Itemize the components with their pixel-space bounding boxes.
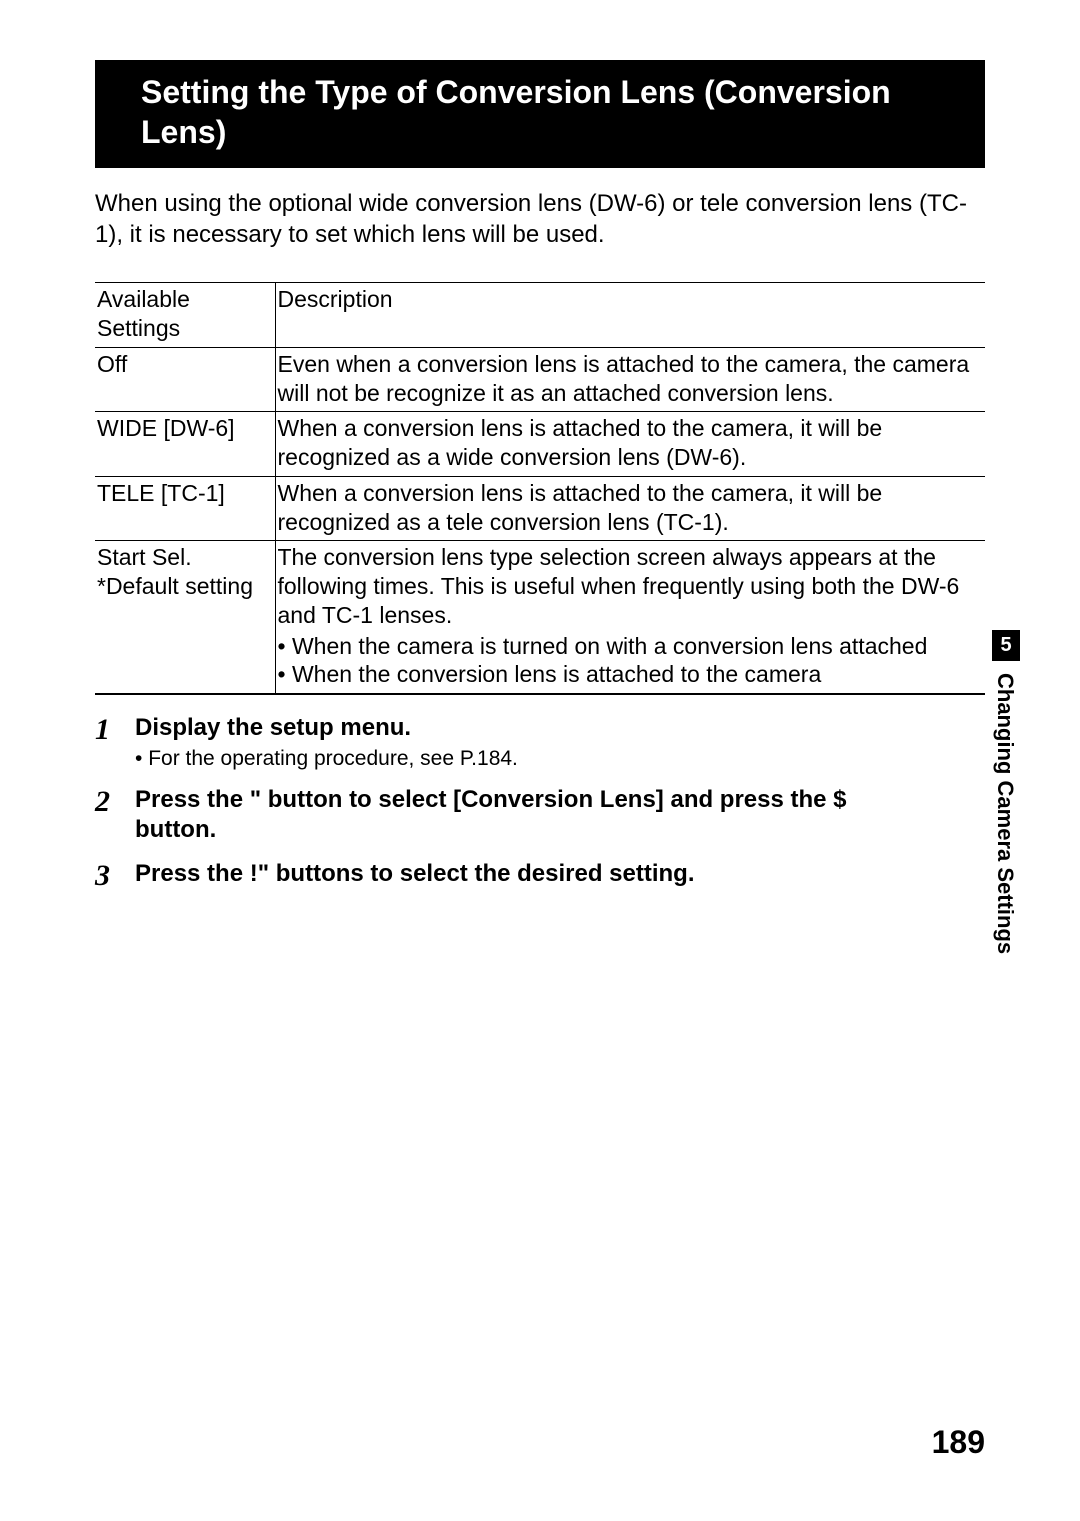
step-item: 2 Press the " button to select [Conversi… — [95, 785, 865, 845]
table-row: WIDE [DW-6] When a conversion lens is at… — [95, 412, 985, 477]
step-number: 3 — [95, 859, 135, 891]
setting-desc: When a conversion lens is attached to th… — [275, 412, 985, 477]
title-block: Setting the Type of Conversion Lens (Con… — [95, 60, 985, 168]
setting-name: WIDE [DW-6] — [95, 412, 275, 477]
bullet-item: When the camera is turned on with a conv… — [278, 632, 982, 661]
section-tab: 5 Changing Camera Settings — [992, 630, 1020, 954]
intro-paragraph: When using the optional wide conversion … — [95, 188, 985, 250]
setting-desc: Even when a conversion lens is attached … — [275, 347, 985, 412]
step-number: 2 — [95, 785, 135, 817]
settings-table: Available Settings Description Off Even … — [95, 282, 985, 695]
page-number: 189 — [932, 1424, 985, 1461]
title-accent-bar — [95, 60, 125, 168]
table-row: TELE [TC-1] When a conversion lens is at… — [95, 476, 985, 541]
section-number: 5 — [992, 630, 1020, 661]
setting-desc: The conversion lens type selection scree… — [275, 541, 985, 694]
table-header-row: Available Settings Description — [95, 283, 985, 348]
step-body: Press the " button to select [Conversion… — [135, 785, 865, 845]
table-header-description: Description — [275, 283, 985, 348]
setting-desc: When a conversion lens is attached to th… — [275, 476, 985, 541]
setting-bullets: When the camera is turned on with a conv… — [278, 632, 982, 690]
step-title: Press the !" buttons to select the desir… — [135, 859, 865, 889]
setting-name: Off — [95, 347, 275, 412]
step-subtext: For the operating procedure, see P.184. — [135, 747, 865, 771]
step-body: Display the setup menu. For the operatin… — [135, 713, 865, 771]
step-title: Press the " button to select [Conversion… — [135, 785, 865, 845]
section-label: Changing Camera Settings — [992, 661, 1018, 954]
manual-page: Setting the Type of Conversion Lens (Con… — [0, 0, 1080, 1521]
page-title: Setting the Type of Conversion Lens (Con… — [125, 60, 985, 168]
bullet-item: When the conversion lens is attached to … — [278, 660, 982, 689]
step-title: Display the setup menu. — [135, 713, 865, 743]
table-header-settings: Available Settings — [95, 283, 275, 348]
setting-desc-text: The conversion lens type selection scree… — [278, 544, 960, 628]
steps-list: 1 Display the setup menu. For the operat… — [95, 713, 985, 891]
setting-name: Start Sel. *Default setting — [95, 541, 275, 694]
table-row: Start Sel. *Default setting The conversi… — [95, 541, 985, 694]
step-item: 1 Display the setup menu. For the operat… — [95, 713, 865, 771]
step-item: 3 Press the !" buttons to select the des… — [95, 859, 865, 891]
step-number: 1 — [95, 713, 135, 745]
step-body: Press the !" buttons to select the desir… — [135, 859, 865, 889]
table-row: Off Even when a conversion lens is attac… — [95, 347, 985, 412]
setting-name: TELE [TC-1] — [95, 476, 275, 541]
